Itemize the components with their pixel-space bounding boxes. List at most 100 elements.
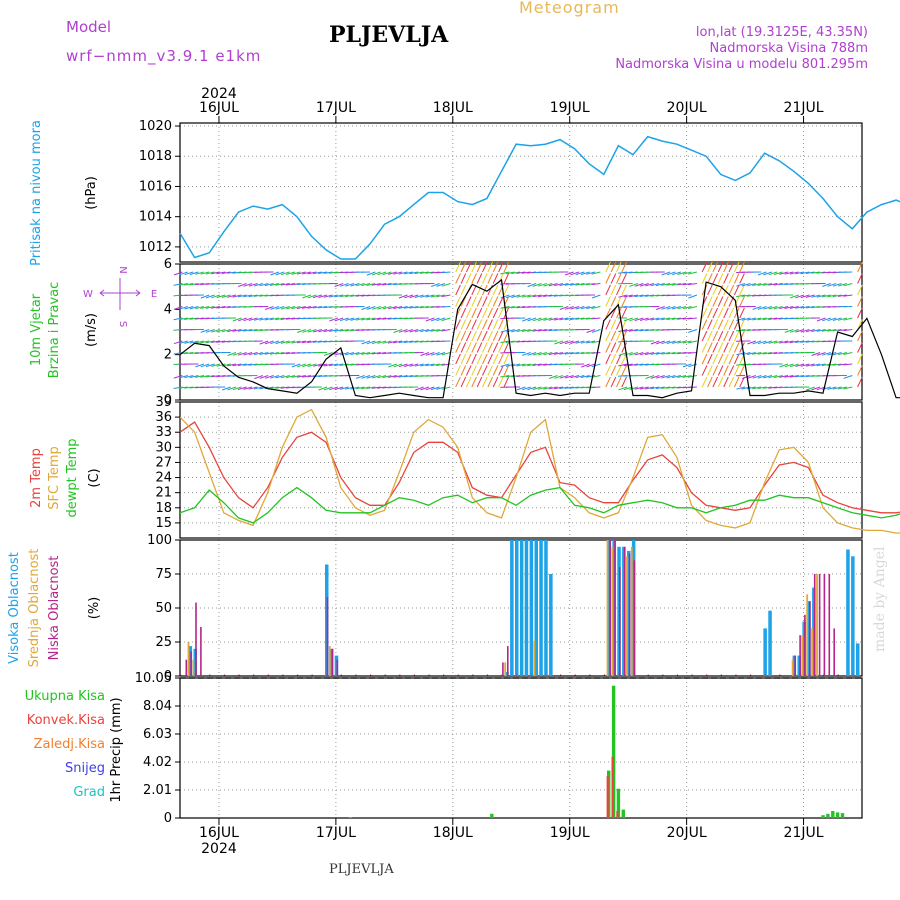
wind-arrow-mark — [460, 284, 467, 296]
wind-arrow-mark — [302, 329, 312, 333]
wind-arrow-mark — [687, 375, 697, 378]
wind-arrow-mark — [618, 294, 628, 298]
wind-arrow-mark — [487, 273, 493, 284]
y-tick-label: 36 — [155, 410, 172, 425]
wind-arrow-mark — [666, 306, 676, 310]
wind-arrow-mark — [739, 330, 745, 342]
wind-arrow-mark — [610, 330, 617, 342]
panel-frame — [179, 401, 863, 539]
low-cloud-bar — [619, 567, 621, 676]
wind-arrow-mark — [216, 340, 226, 343]
wind-arrow-mark — [701, 365, 708, 376]
wind-arrow-mark — [527, 271, 537, 274]
wind-arrow-mark — [414, 375, 424, 378]
wind-arrow-mark — [564, 352, 574, 355]
wind-arrow-mark — [387, 375, 397, 378]
wind-arrow-mark — [575, 386, 585, 389]
wind-arrow-mark — [548, 375, 558, 379]
wind-arrow-mark — [616, 273, 622, 284]
wind-arrow-mark — [487, 353, 493, 365]
wind-arrow-mark — [307, 294, 317, 299]
wind-arrow-mark — [616, 307, 622, 319]
wind-arrow-mark — [677, 271, 687, 275]
wind-arrow-mark — [832, 283, 842, 287]
wind-arrow-mark — [768, 352, 778, 355]
wind-arrow-mark — [409, 329, 419, 333]
mid-cloud-bar — [806, 594, 809, 676]
day-label-top: 21JUL — [784, 100, 824, 116]
wind-arrow-mark — [723, 365, 729, 376]
wind-arrow-mark — [500, 363, 510, 367]
wind-arrow-mark — [650, 329, 660, 331]
wind-arrow-mark — [687, 352, 697, 354]
mid-cloud-bar — [606, 540, 609, 676]
wind-arrow-mark — [805, 375, 815, 378]
model-name: wrf−nmm_v3.9.1 e1km — [66, 47, 262, 65]
wind-arrow-mark — [312, 271, 322, 275]
wind-arrow-mark — [398, 294, 408, 299]
wind-arrow-mark — [723, 376, 729, 388]
wind-arrow-mark — [500, 271, 510, 275]
wind-arrow-mark — [425, 317, 435, 322]
wind-arrow-mark — [377, 386, 387, 389]
wind-arrow-mark — [827, 329, 837, 332]
wind-arrow-mark — [503, 319, 510, 330]
wind-arrow-mark — [503, 353, 510, 365]
wind-arrow-mark — [296, 271, 306, 275]
wind-arrow-mark — [586, 340, 596, 344]
wind-arrow-mark — [492, 307, 499, 319]
wind-arrow-mark — [216, 375, 226, 378]
wind-arrow-mark — [280, 375, 290, 379]
wind-arrow-mark — [318, 306, 328, 309]
wind-arrow-mark — [355, 386, 365, 390]
wind-arrow-mark — [441, 271, 451, 274]
precip-total-bar — [835, 812, 840, 818]
wind-arrow-mark — [789, 271, 799, 275]
wind-arrow-mark — [811, 294, 821, 298]
wind-arrow-mark — [382, 271, 392, 276]
wind-arrow-mark — [280, 352, 290, 355]
wind-arrow-mark — [553, 386, 564, 390]
wind-arrow-mark — [559, 283, 569, 287]
wind-arrow-mark — [503, 261, 510, 273]
wind-arrow-mark — [687, 340, 698, 344]
wind-arrow-mark — [425, 294, 435, 298]
wind-arrow-mark — [307, 306, 317, 309]
wind-arrow-mark — [580, 271, 590, 275]
wind-arrow-mark — [205, 375, 215, 378]
y-tick-label: 6.03 — [143, 727, 172, 742]
wind-arrow-mark — [269, 386, 279, 389]
mid-cloud-axis-label: Srednja Oblacnost — [27, 549, 42, 668]
precip-legend-total: Ukupna Kisa — [25, 689, 105, 704]
wind-arrow-mark — [723, 342, 729, 353]
wind-arrow-mark — [264, 352, 274, 355]
wind-arrow-mark — [296, 375, 306, 378]
wind-arrow-mark — [610, 319, 617, 330]
wind-arrow-mark — [800, 363, 810, 367]
wind-arrow-mark — [441, 283, 451, 287]
wind-arrow-mark — [650, 340, 660, 345]
wind-arrow-mark — [645, 294, 655, 297]
wind-arrow-mark — [733, 342, 740, 353]
wind-arrow-mark — [661, 340, 671, 345]
wind-arrow-mark — [712, 261, 719, 273]
wind-arrow-mark — [216, 306, 226, 309]
wind-arrow-mark — [655, 283, 665, 287]
wind-arrow-mark — [323, 352, 333, 356]
wind-arrow-mark — [393, 329, 403, 333]
y-tick-label: 1016 — [139, 179, 172, 194]
wind-arrow-mark — [605, 261, 611, 273]
day-label-top: 19JUL — [550, 100, 590, 116]
wind-arrow-mark — [516, 340, 526, 343]
wind-arrow-mark — [752, 283, 762, 287]
wind-arrow-mark — [516, 294, 526, 298]
wind-arrow-mark — [717, 296, 724, 307]
wind-arrow-mark — [500, 375, 510, 378]
wind-arrow-mark — [671, 375, 681, 379]
low-cloud-bar — [809, 601, 811, 676]
wind-arrow-mark — [616, 342, 622, 353]
wind-arrow-mark — [285, 352, 296, 355]
wind-arrow-mark — [476, 319, 483, 330]
wind-arrow-mark — [398, 363, 408, 368]
wind-arrow-mark — [254, 283, 263, 287]
